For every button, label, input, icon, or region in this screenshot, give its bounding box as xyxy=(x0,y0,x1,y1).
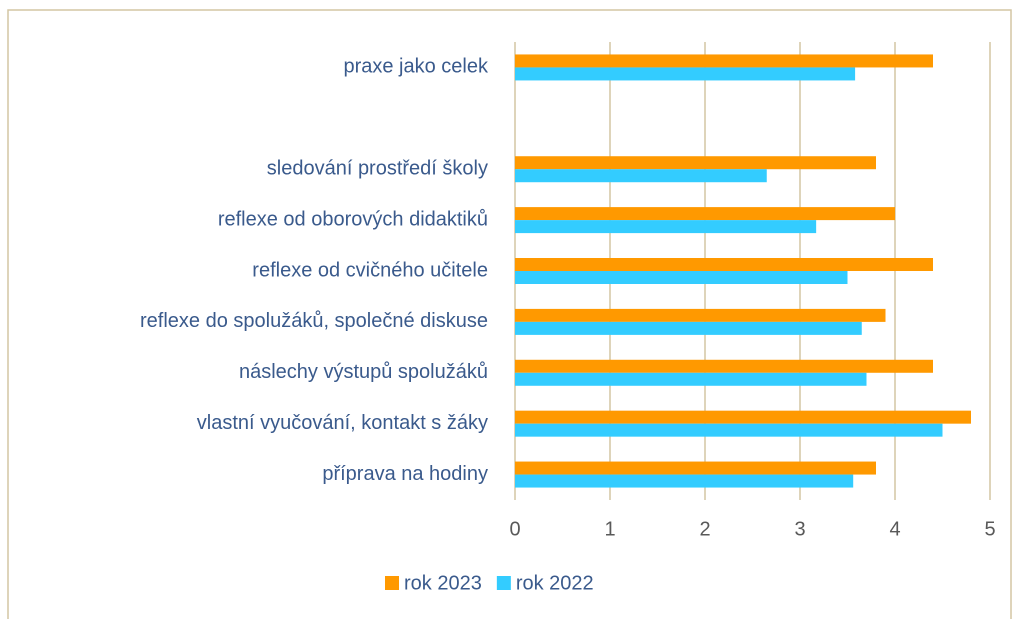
bar xyxy=(515,461,876,475)
legend-label: rok 2022 xyxy=(516,572,594,594)
bar xyxy=(515,258,933,271)
bar xyxy=(515,321,862,335)
bar xyxy=(515,207,895,221)
chart-frame xyxy=(7,9,1012,619)
bar xyxy=(515,474,854,488)
y-tick-label: příprava na hodiny xyxy=(322,463,488,485)
bar xyxy=(515,271,848,284)
x-tick-label: 4 xyxy=(889,518,900,540)
legend-swatch xyxy=(385,576,399,590)
bar xyxy=(515,308,886,322)
x-tick-label: 1 xyxy=(604,518,615,540)
y-tick-label: reflexe od cvičného učitele xyxy=(252,259,488,281)
bar xyxy=(515,359,933,373)
bar xyxy=(515,54,933,68)
bar xyxy=(515,423,943,437)
bar xyxy=(515,372,867,386)
y-tick-label: praxe jako celek xyxy=(343,56,489,78)
y-tick-label: reflexe do spolužáků, společné diskuse xyxy=(140,310,488,332)
bar xyxy=(515,156,876,170)
bar xyxy=(515,169,767,183)
x-tick-label: 3 xyxy=(794,518,805,540)
x-tick-label: 2 xyxy=(699,518,710,540)
y-tick-label: vlastní vyučování, kontakt s žáky xyxy=(197,412,488,434)
y-tick-label: sledování prostředí školy xyxy=(267,158,488,180)
y-tick-label: náslechy výstupů spolužáků xyxy=(239,361,488,383)
bar xyxy=(515,67,856,81)
bar xyxy=(515,410,971,424)
x-tick-label: 0 xyxy=(509,518,520,540)
bar xyxy=(515,220,817,234)
x-tick-label: 5 xyxy=(984,518,995,540)
legend-label: rok 2023 xyxy=(404,572,482,594)
y-tick-label: reflexe od oborových didaktiků xyxy=(218,208,488,230)
legend-swatch xyxy=(496,576,511,590)
